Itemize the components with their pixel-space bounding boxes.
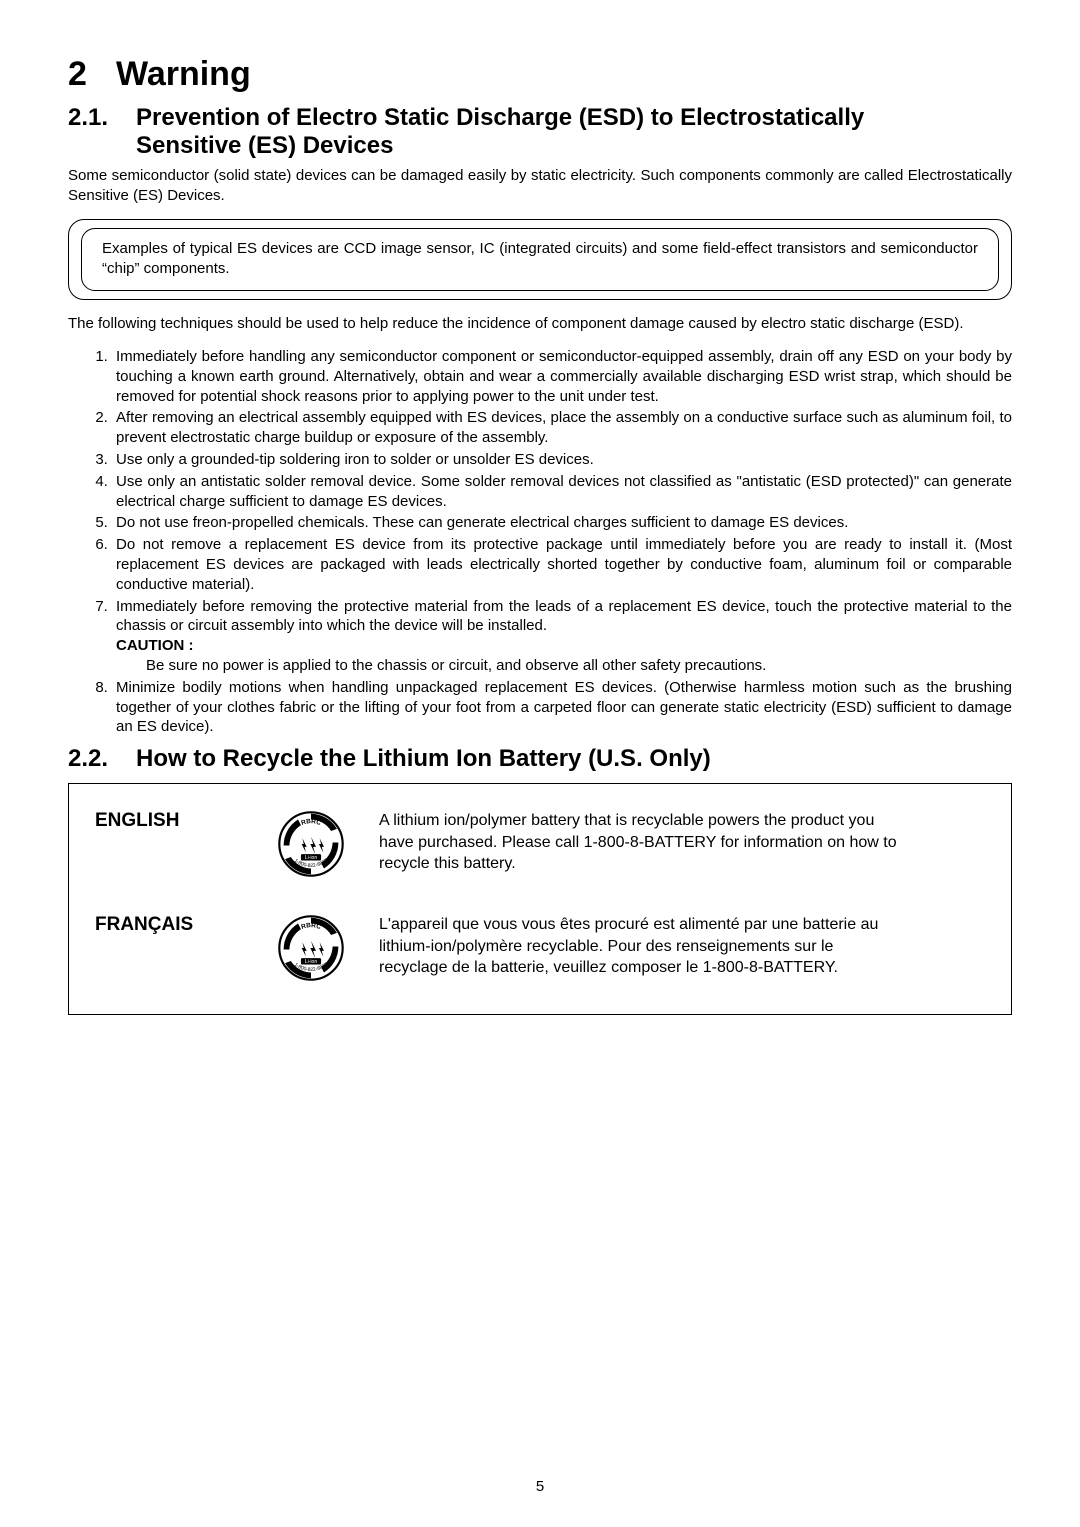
subsection-2-1-title-line1: Prevention of Electro Static Discharge (… xyxy=(136,104,864,132)
recycle-info-box: ENGLISH xyxy=(68,783,1012,1015)
subsection-2-2-title: How to Recycle the Lithium Ion Battery (… xyxy=(136,745,711,773)
esd-step: Use only a grounded-tip soldering iron t… xyxy=(112,450,1012,470)
es-examples-callout-outer: Examples of typical ES devices are CCD i… xyxy=(68,219,1012,300)
es-examples-callout: Examples of typical ES devices are CCD i… xyxy=(81,228,999,291)
page-number: 5 xyxy=(0,1478,1080,1495)
sub21-intro: Some semiconductor (solid state) devices… xyxy=(68,166,1012,205)
subsection-2-2-number: 2.2. xyxy=(68,745,136,773)
section-title: Warning xyxy=(116,55,251,93)
english-label: ENGLISH xyxy=(95,808,275,832)
caution-label: CAUTION : xyxy=(116,637,194,654)
recycle-row-francais: FRANÇAIS xyxy=(95,912,985,984)
rbrc-seal-icon: RBRC Li-ion 1-800-822-8837 xyxy=(275,912,355,984)
subsection-2-1-heading: 2.1.Prevention of Electro Static Dischar… xyxy=(68,104,1012,160)
esd-step: Do not remove a replacement ES device fr… xyxy=(112,535,1012,594)
section-number: 2 xyxy=(68,55,116,94)
esd-step: After removing an electrical assembly eq… xyxy=(112,408,1012,448)
francais-label: FRANÇAIS xyxy=(95,912,275,936)
esd-steps-list: Immediately before handling any semicond… xyxy=(68,347,1012,737)
esd-step: Do not use freon-propelled chemicals. Th… xyxy=(112,513,1012,533)
section-heading: 2Warning xyxy=(68,55,1012,94)
esd-step-7-text: Immediately before removing the protecti… xyxy=(116,598,1012,635)
svg-text:Li-ion: Li-ion xyxy=(305,959,318,965)
svg-text:Li-ion: Li-ion xyxy=(305,855,318,861)
subsection-2-1-number: 2.1. xyxy=(68,104,136,132)
rbrc-seal-icon: RBRC Li-ion 1-800-822-8837 xyxy=(275,808,355,880)
recycle-row-english: ENGLISH xyxy=(95,808,985,880)
subsection-2-1-title-line2: Sensitive (ES) Devices xyxy=(68,132,1012,160)
subsection-2-2-heading: 2.2.How to Recycle the Lithium Ion Batte… xyxy=(68,745,1012,773)
caution-body: Be sure no power is applied to the chass… xyxy=(116,656,1012,676)
esd-step: Immediately before handling any semicond… xyxy=(112,347,1012,406)
english-recycle-text: A lithium ion/polymer battery that is re… xyxy=(379,808,899,875)
esd-step: Use only an antistatic solder removal de… xyxy=(112,472,1012,512)
esd-step: Minimize bodily motions when handling un… xyxy=(112,678,1012,737)
esd-step-7: Immediately before removing the protecti… xyxy=(112,597,1012,676)
sub21-lead: The following techniques should be used … xyxy=(68,314,1012,334)
francais-recycle-text: L'appareil que vous vous êtes procuré es… xyxy=(379,912,899,979)
